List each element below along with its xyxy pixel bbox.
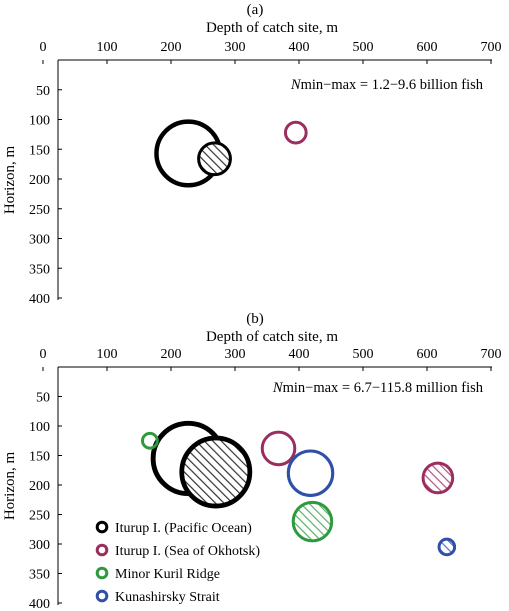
x-tick-label: 0 bbox=[40, 347, 47, 362]
legend: Iturup I. (Pacific Ocean) Iturup I. (Sea… bbox=[95, 520, 260, 605]
bubble-minor-kuril-ridge-open bbox=[140, 431, 159, 450]
x-tick-label: 100 bbox=[97, 347, 118, 362]
x-tick-label: 200 bbox=[161, 40, 182, 55]
panel-b-x-ticks: 0 100 200 300 400 500 600 700 bbox=[40, 347, 502, 371]
x-tick-label: 600 bbox=[417, 40, 438, 55]
panel-a-x-axis-title: Depth of catch site, m bbox=[206, 20, 338, 36]
y-tick-label: 200 bbox=[29, 173, 50, 188]
y-tick-label: 200 bbox=[29, 479, 50, 494]
y-tick-label: 100 bbox=[29, 114, 50, 129]
bubble-iturup-i-pacific-ocean-hatched bbox=[179, 435, 253, 509]
panel-a-bubbles bbox=[154, 119, 308, 188]
x-tick-label: 300 bbox=[225, 40, 246, 55]
y-tick-label: 250 bbox=[29, 203, 50, 218]
y-tick-label: 100 bbox=[29, 420, 50, 435]
panel-b-annotation-text: min−max = 6.7−115.8 million fish bbox=[283, 380, 484, 396]
y-tick-label: 400 bbox=[29, 597, 50, 611]
x-tick-label: 200 bbox=[161, 347, 182, 362]
panel-b-y-ticks: 50 100 150 200 250 300 350 400 bbox=[29, 391, 62, 611]
panel-b-annotation: Nmin−max = 6.7−115.8 million fish bbox=[272, 380, 484, 396]
x-tick-label: 400 bbox=[289, 40, 310, 55]
bubble-iturup-i-sea-of-okhotsk-open bbox=[283, 120, 308, 145]
panel-a-annotation: Nmin−max = 1.2−9.6 billion fish bbox=[290, 77, 484, 93]
panel-b-x-axis-title: Depth of catch site, m bbox=[206, 329, 338, 345]
x-tick-label: 500 bbox=[353, 347, 374, 362]
x-tick-label: 400 bbox=[289, 347, 310, 362]
legend-marker-iturup-pacific bbox=[95, 520, 109, 534]
panel-b-y-axis-title: Horizon, m bbox=[2, 452, 18, 521]
panel-a-annotation-text: min−max = 1.2−9.6 billion fish bbox=[301, 77, 484, 93]
x-tick-label: 100 bbox=[97, 40, 118, 55]
y-tick-label: 50 bbox=[36, 84, 50, 99]
legend-item: Iturup I. (Sea of Okhotsk) bbox=[95, 543, 260, 559]
y-tick-label: 400 bbox=[29, 292, 50, 307]
panel-b-label: (b) bbox=[246, 311, 264, 327]
x-tick-label: 600 bbox=[417, 347, 438, 362]
panel-b-annotation-n: N bbox=[272, 380, 284, 396]
y-tick-label: 350 bbox=[29, 568, 50, 583]
legend-label: Iturup I. (Sea of Okhotsk) bbox=[115, 544, 260, 559]
panel-b-bubbles bbox=[140, 420, 457, 557]
y-tick-label: 250 bbox=[29, 509, 50, 524]
bubble-iturup-i-sea-of-okhotsk-hatched bbox=[421, 461, 455, 495]
x-tick-label: 700 bbox=[481, 347, 502, 362]
legend-label: Iturup I. (Pacific Ocean) bbox=[115, 521, 252, 536]
legend-item: Kunashirsky Strait bbox=[95, 589, 220, 605]
panel-a-y-ticks: 50 100 150 200 250 300 350 400 bbox=[29, 84, 62, 307]
panel-a-annotation-n: N bbox=[290, 77, 302, 93]
panel-a: (a) Depth of catch site, m 0 100 200 300 400… bbox=[2, 2, 502, 307]
x-tick-label: 0 bbox=[40, 40, 47, 55]
bubble-minor-kuril-ridge-hatched bbox=[291, 500, 334, 543]
legend-item: Iturup I. (Pacific Ocean) bbox=[95, 520, 252, 536]
y-tick-label: 300 bbox=[29, 233, 50, 248]
panel-a-label: (a) bbox=[247, 2, 264, 18]
bubble-iturup-i-sea-of-okhotsk-open bbox=[260, 430, 297, 467]
y-tick-label: 350 bbox=[29, 262, 50, 277]
x-tick-label: 300 bbox=[225, 347, 246, 362]
bubble-kunashirsky-strait-hatched bbox=[437, 537, 457, 557]
legend-marker-minor-kuril bbox=[95, 566, 109, 580]
y-tick-label: 150 bbox=[29, 450, 50, 465]
legend-label: Minor Kuril Ridge bbox=[115, 567, 220, 582]
x-tick-label: 500 bbox=[353, 40, 374, 55]
x-tick-label: 700 bbox=[481, 40, 502, 55]
legend-marker-kunashirsky bbox=[95, 589, 109, 603]
bubble-kunashirsky-strait-open bbox=[286, 449, 335, 497]
panel-a-x-ticks: 0 100 200 300 400 500 600 700 bbox=[40, 40, 502, 64]
panel-b: (b) Depth of catch site, m 0 100 200 300 400… bbox=[2, 311, 502, 611]
legend-marker-iturup-okhotsk bbox=[95, 543, 109, 557]
legend-label: Kunashirsky Strait bbox=[115, 590, 220, 605]
panel-a-y-axis-title: Horizon, m bbox=[2, 146, 18, 215]
y-tick-label: 300 bbox=[29, 538, 50, 553]
y-tick-label: 150 bbox=[29, 143, 50, 158]
legend-item: Minor Kuril Ridge bbox=[95, 566, 220, 582]
y-tick-label: 50 bbox=[36, 391, 50, 406]
bubble-iturup-i-pacific-ocean-hatched bbox=[197, 141, 232, 177]
